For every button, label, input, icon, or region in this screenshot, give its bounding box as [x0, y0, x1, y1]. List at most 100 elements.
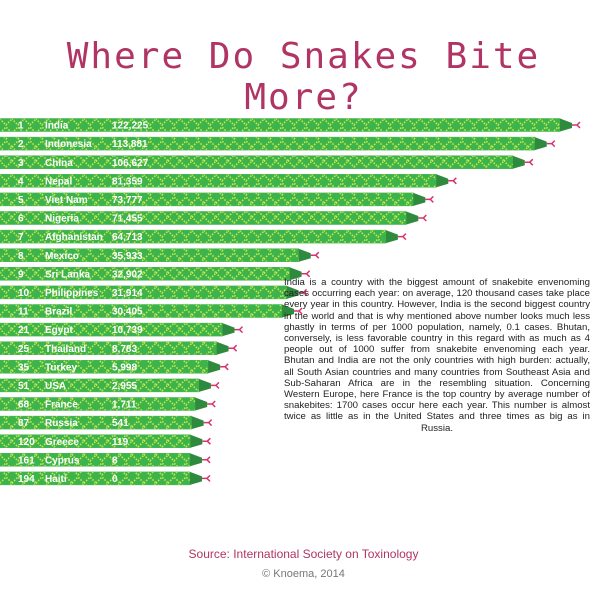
- snake-tongue: [203, 419, 213, 427]
- rank-label: 194: [18, 474, 35, 485]
- snake-head: [286, 285, 299, 299]
- value-label: 2,955: [112, 381, 137, 392]
- row: 25 Thailand 8,783: [0, 341, 238, 355]
- category-label: Haiti: [45, 474, 67, 485]
- rank-label: 9: [18, 269, 24, 280]
- row: 7 Afghanistan 64,713: [0, 229, 407, 244]
- rank-label: 10: [18, 288, 30, 299]
- bar: [0, 341, 217, 355]
- snake-head: [406, 211, 419, 225]
- snake-head: [190, 434, 203, 448]
- snake-head: [191, 416, 204, 430]
- category-label: France: [45, 400, 78, 411]
- row: 35 Turkey 5,998: [0, 360, 229, 374]
- rank-label: 51: [18, 381, 30, 392]
- snake-head: [195, 397, 208, 411]
- snake-tongue: [448, 177, 457, 185]
- bar: [0, 155, 514, 169]
- rank-label: 8: [18, 251, 24, 262]
- value-label: 8: [112, 455, 118, 466]
- snake-head: [560, 118, 572, 132]
- value-label: 30,405: [112, 307, 143, 318]
- value-label: 122,225: [112, 121, 149, 132]
- row: 10 Philippines 31,914: [0, 285, 308, 300]
- category-label: Brazil: [45, 307, 72, 318]
- snake-head: [436, 174, 449, 188]
- row: 21 Egypt 10,739: [0, 322, 244, 337]
- category-label: Mexico: [45, 251, 79, 262]
- rank-label: 5: [18, 195, 24, 206]
- row: 3 China 106,627: [0, 155, 534, 169]
- credit: © Knoema, 2014: [262, 568, 345, 580]
- rank-label: 2: [18, 139, 24, 150]
- category-label: India: [45, 121, 69, 132]
- category-label: Russia: [45, 418, 78, 429]
- snake-head: [190, 471, 202, 485]
- category-label: Thailand: [45, 344, 86, 355]
- value-label: 35,933: [112, 251, 143, 262]
- snake-head: [512, 155, 525, 169]
- row: 120 Greece 119: [0, 434, 211, 448]
- snake-head: [190, 453, 203, 467]
- category-label: China: [45, 158, 73, 169]
- value-label: 31,914: [112, 288, 143, 299]
- category-label: Greece: [45, 437, 79, 448]
- chart-title: Where Do Snakes Bite More?: [66, 36, 541, 118]
- category-label: Turkey: [45, 362, 77, 373]
- rank-label: 11: [18, 307, 29, 318]
- category-label: Indonesia: [45, 139, 92, 150]
- category-label: Viet Nam: [45, 195, 88, 206]
- value-label: 71,455: [112, 214, 143, 225]
- value-label: 1,711: [112, 400, 137, 411]
- category-label: Nigeria: [45, 214, 79, 225]
- bar: [0, 285, 287, 300]
- rank-label: 87: [18, 418, 30, 429]
- snake-tongue: [294, 307, 303, 315]
- row: 194 Haiti 0: [0, 471, 211, 486]
- rank-label: 161: [18, 455, 35, 466]
- row: 9 Sri Lanka 32,902: [0, 267, 311, 281]
- rank-label: 120: [18, 437, 35, 448]
- value-label: 119: [112, 437, 129, 448]
- snake-head: [208, 360, 221, 374]
- snake-tongue: [210, 381, 220, 389]
- row: 51 USA 2,955: [0, 378, 220, 393]
- value-label: 0: [112, 474, 118, 485]
- chart: 1 India 122,225 2 Indonesia 113,881 3 China 106,…: [0, 118, 581, 486]
- value-label: 113,881: [112, 139, 148, 150]
- bar: [0, 360, 209, 374]
- rank-label: 3: [18, 158, 24, 169]
- category-label: Nepal: [45, 176, 72, 187]
- row: 161 Cyprus 8: [0, 453, 211, 467]
- snake-tongue: [418, 214, 427, 222]
- rank-label: 68: [18, 400, 30, 411]
- row: 87 Russia 541: [0, 415, 213, 430]
- value-label: 64,713: [112, 232, 143, 243]
- snake-tongue: [207, 400, 216, 408]
- row: 5 Viet Nam 73,777: [0, 192, 434, 207]
- rank-label: 1: [18, 121, 24, 132]
- snake-head: [385, 230, 398, 244]
- snake-head: [534, 137, 547, 151]
- category-label: Philippines: [45, 288, 99, 299]
- row: 68 France 1,711: [0, 397, 216, 411]
- category-label: Sri Lanka: [45, 269, 90, 280]
- snake-tongue: [228, 344, 238, 352]
- value-label: 10,739: [112, 325, 143, 336]
- category-label: USA: [45, 381, 66, 392]
- snake-head: [222, 323, 235, 337]
- row: 8 Mexico 35,933: [0, 248, 320, 262]
- value-label: 32,902: [112, 269, 143, 280]
- snake-head: [216, 341, 229, 355]
- bar: [0, 378, 200, 393]
- snake-tongue: [524, 158, 534, 166]
- rank-label: 4: [18, 176, 24, 187]
- snake-head: [298, 248, 311, 262]
- value-label: 73,777: [112, 195, 143, 206]
- bar: [0, 118, 561, 132]
- rank-label: 6: [18, 214, 24, 225]
- rank-label: 35: [18, 362, 30, 373]
- snake-tongue: [234, 326, 244, 334]
- rank-label: 21: [18, 325, 30, 336]
